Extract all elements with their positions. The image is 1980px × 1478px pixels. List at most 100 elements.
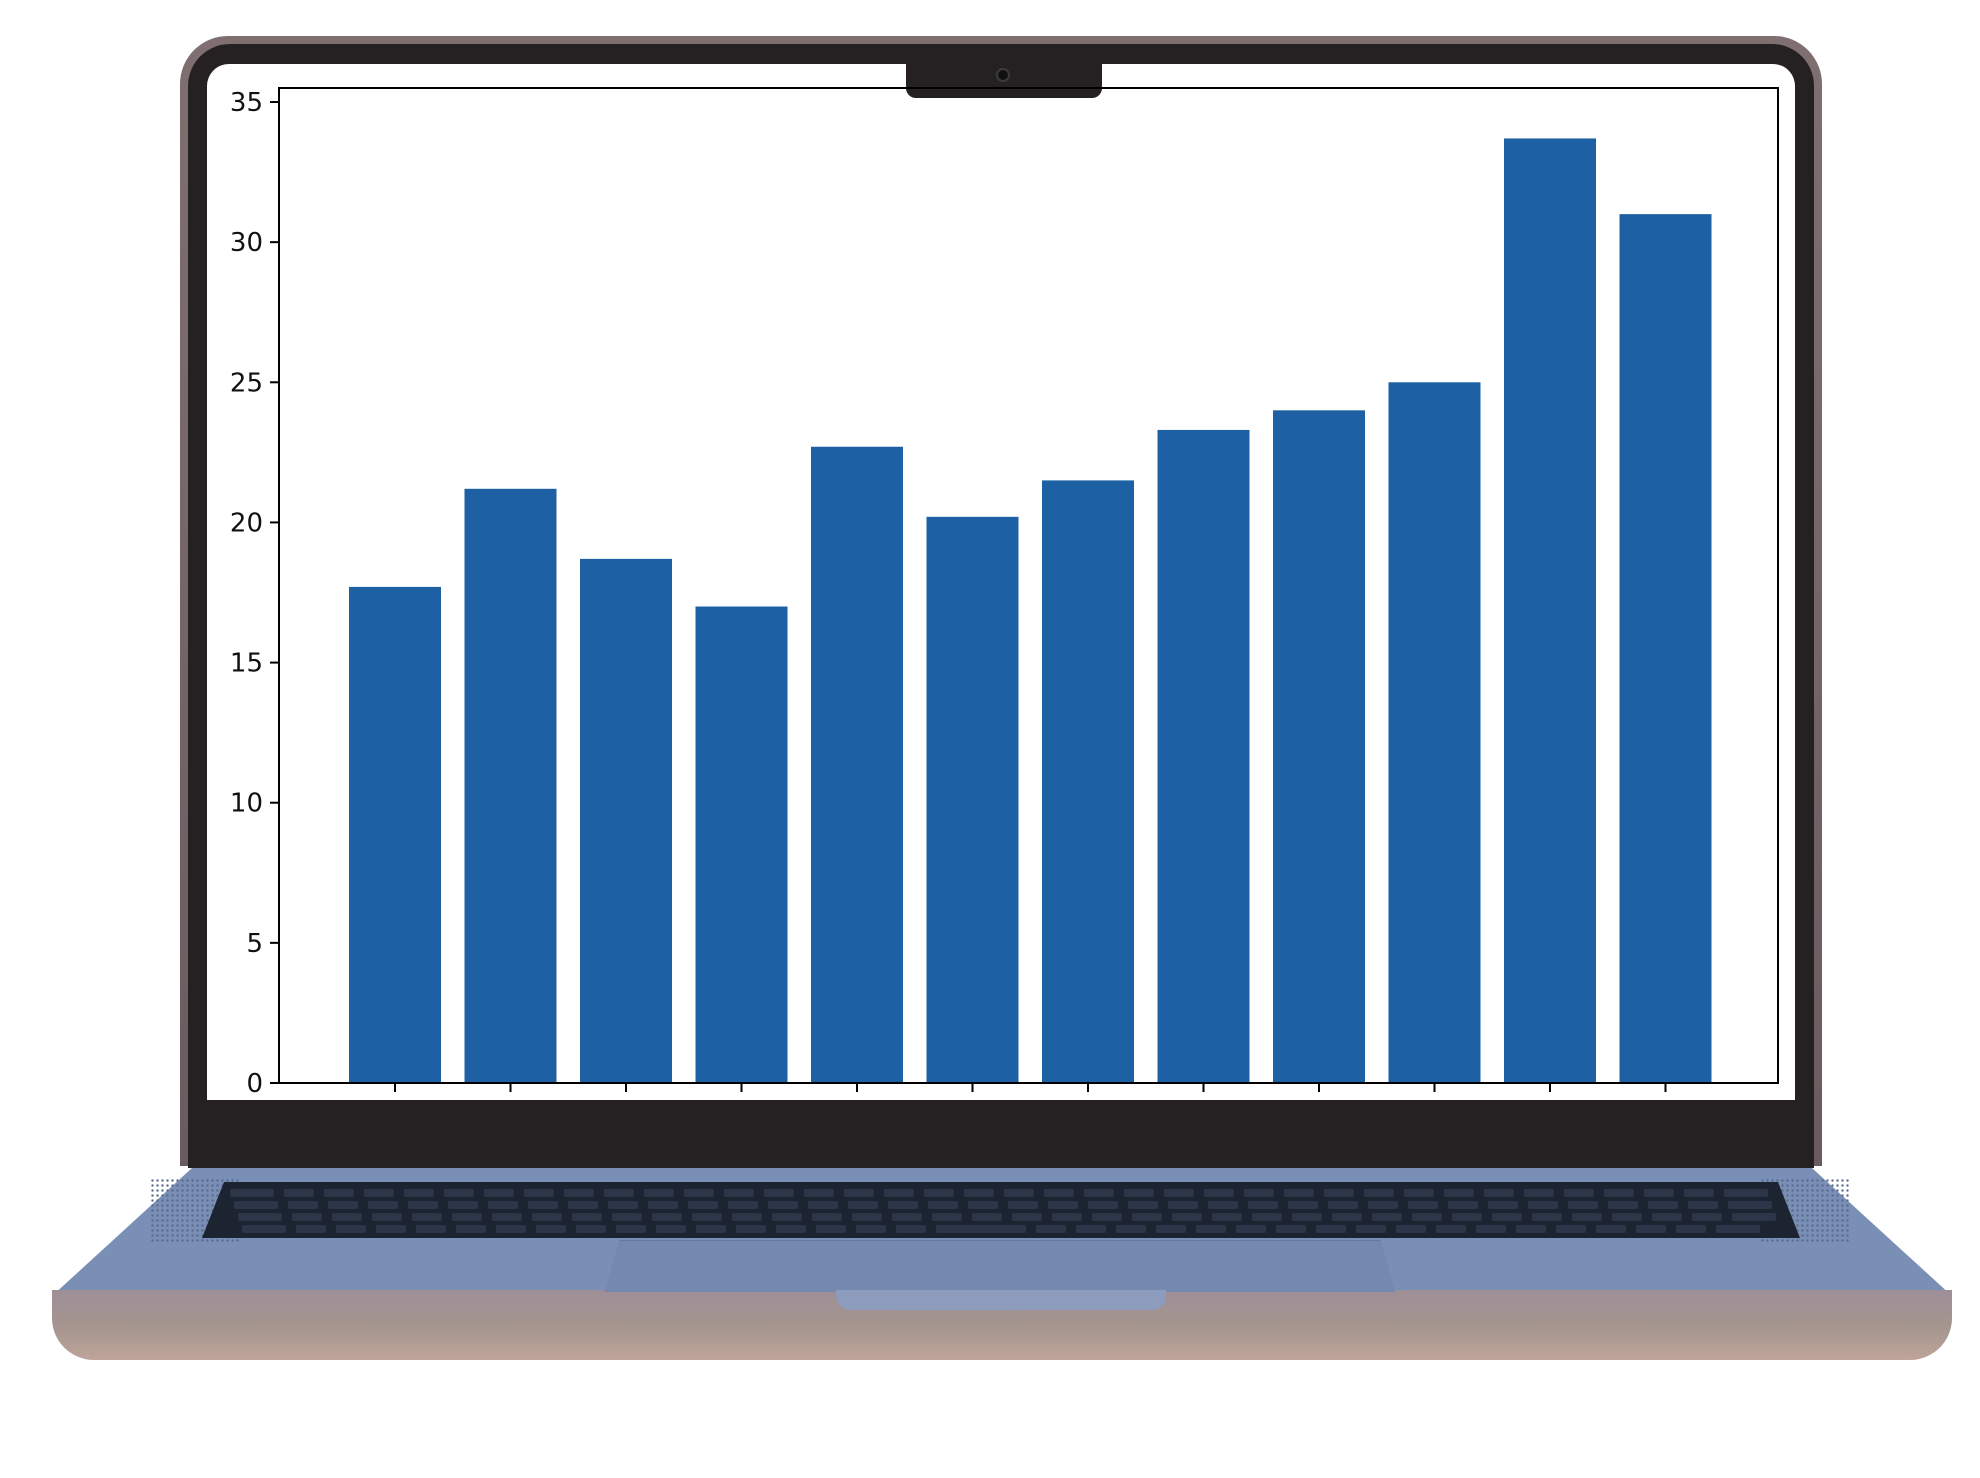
keyboard-key[interactable] <box>1724 1189 1768 1197</box>
keyboard-key[interactable] <box>936 1225 1026 1233</box>
keyboard-key[interactable] <box>1248 1201 1278 1209</box>
keyboard-key[interactable] <box>884 1189 914 1197</box>
keyboard-key[interactable] <box>764 1189 794 1197</box>
keyboard-key[interactable] <box>1052 1213 1082 1221</box>
keyboard-key[interactable] <box>448 1201 478 1209</box>
keyboard-key[interactable] <box>328 1201 358 1209</box>
keyboard-key[interactable] <box>1568 1201 1598 1209</box>
keyboard-key[interactable] <box>896 1225 926 1233</box>
keyboard-key[interactable] <box>1688 1201 1718 1209</box>
keyboard-key[interactable] <box>1168 1201 1198 1209</box>
trackpad[interactable] <box>605 1240 1395 1292</box>
keyboard-key[interactable] <box>768 1201 798 1209</box>
keyboard-key[interactable] <box>1564 1189 1594 1197</box>
keyboard-key[interactable] <box>1524 1189 1554 1197</box>
keyboard-key[interactable] <box>296 1225 326 1233</box>
keyboard-key[interactable] <box>1612 1213 1642 1221</box>
keyboard-key[interactable] <box>1412 1213 1442 1221</box>
keyboard-key[interactable] <box>496 1225 526 1233</box>
keyboard-key[interactable] <box>696 1225 726 1233</box>
keyboard-key[interactable] <box>1172 1213 1202 1221</box>
keyboard-key[interactable] <box>572 1213 602 1221</box>
keyboard-key[interactable] <box>528 1201 558 1209</box>
keyboard-key[interactable] <box>1124 1189 1154 1197</box>
keyboard-key[interactable] <box>524 1189 554 1197</box>
keyboard-key[interactable] <box>1044 1189 1074 1197</box>
keyboard-key[interactable] <box>1128 1201 1158 1209</box>
keyboard-key[interactable] <box>1012 1213 1042 1221</box>
keyboard-key[interactable] <box>1484 1189 1514 1197</box>
keyboard-key[interactable] <box>416 1225 446 1233</box>
keyboard-key[interactable] <box>1528 1201 1558 1209</box>
keyboard-key[interactable] <box>332 1213 362 1221</box>
keyboard-key[interactable] <box>1596 1225 1626 1233</box>
keyboard-key[interactable] <box>408 1201 438 1209</box>
keyboard-key[interactable] <box>1236 1225 1266 1233</box>
keyboard-key[interactable] <box>1488 1201 1518 1209</box>
keyboard-key[interactable] <box>1196 1225 1226 1233</box>
keyboard-key[interactable] <box>964 1189 994 1197</box>
keyboard-key[interactable] <box>1164 1189 1194 1197</box>
keyboard-key[interactable] <box>608 1201 638 1209</box>
keyboard-key[interactable] <box>932 1213 962 1221</box>
keyboard-key[interactable] <box>844 1189 874 1197</box>
keyboard-key[interactable] <box>1648 1201 1678 1209</box>
keyboard-key[interactable] <box>648 1201 678 1209</box>
keyboard-key[interactable] <box>456 1225 486 1233</box>
keyboard-key[interactable] <box>804 1189 834 1197</box>
keyboard-key[interactable] <box>1156 1225 1186 1233</box>
keyboard-key[interactable] <box>1492 1213 1522 1221</box>
keyboard-key[interactable] <box>1608 1201 1638 1209</box>
keyboard-key[interactable] <box>1644 1189 1674 1197</box>
keyboard-key[interactable] <box>292 1213 322 1221</box>
keyboard-key[interactable] <box>1036 1225 1066 1233</box>
keyboard-key[interactable] <box>376 1225 406 1233</box>
keyboard-key[interactable] <box>892 1213 922 1221</box>
keyboard-key[interactable] <box>924 1189 954 1197</box>
keyboard-key[interactable] <box>1292 1213 1322 1221</box>
keyboard-key[interactable] <box>652 1213 682 1221</box>
keyboard-key[interactable] <box>972 1213 1002 1221</box>
keyboard-key[interactable] <box>404 1189 434 1197</box>
keyboard-key[interactable] <box>1436 1225 1466 1233</box>
keyboard-key[interactable] <box>776 1225 806 1233</box>
keyboard-key[interactable] <box>1004 1189 1034 1197</box>
keyboard-key[interactable] <box>1116 1225 1146 1233</box>
keyboard-key[interactable] <box>688 1201 718 1209</box>
keyboard-key[interactable] <box>1732 1213 1776 1221</box>
keyboard-key[interactable] <box>1676 1225 1706 1233</box>
keyboard-key[interactable] <box>1008 1201 1038 1209</box>
keyboard-key[interactable] <box>1556 1225 1586 1233</box>
keyboard-key[interactable] <box>1284 1189 1314 1197</box>
keyboard-key[interactable] <box>1476 1225 1506 1233</box>
keyboard-key[interactable] <box>484 1189 514 1197</box>
keyboard-key[interactable] <box>1208 1201 1238 1209</box>
keyboard-key[interactable] <box>372 1213 402 1221</box>
keyboard-key[interactable] <box>336 1225 366 1233</box>
keyboard-key[interactable] <box>452 1213 482 1221</box>
keyboard-key[interactable] <box>772 1213 802 1221</box>
keyboard-key[interactable] <box>1728 1201 1772 1209</box>
keyboard-key[interactable] <box>1652 1213 1682 1221</box>
keyboard-key[interactable] <box>728 1201 758 1209</box>
keyboard-key[interactable] <box>1092 1213 1122 1221</box>
keyboard-key[interactable] <box>692 1213 722 1221</box>
keyboard-key[interactable] <box>684 1189 714 1197</box>
keyboard-key[interactable] <box>234 1201 278 1209</box>
keyboard-key[interactable] <box>576 1225 606 1233</box>
keyboard-key[interactable] <box>1364 1189 1394 1197</box>
keyboard-key[interactable] <box>1716 1225 1760 1233</box>
keyboard-key[interactable] <box>1572 1213 1602 1221</box>
keyboard-key[interactable] <box>368 1201 398 1209</box>
keyboard-key[interactable] <box>1532 1213 1562 1221</box>
keyboard-key[interactable] <box>1452 1213 1482 1221</box>
keyboard-key[interactable] <box>1404 1189 1434 1197</box>
keyboard-key[interactable] <box>1132 1213 1162 1221</box>
keyboard-key[interactable] <box>444 1189 474 1197</box>
keyboard-key[interactable] <box>604 1189 634 1197</box>
keyboard-key[interactable] <box>412 1213 442 1221</box>
keyboard-key[interactable] <box>1288 1201 1318 1209</box>
keyboard-key[interactable] <box>656 1225 686 1233</box>
keyboard-key[interactable] <box>1076 1225 1106 1233</box>
keyboard-key[interactable] <box>852 1213 882 1221</box>
